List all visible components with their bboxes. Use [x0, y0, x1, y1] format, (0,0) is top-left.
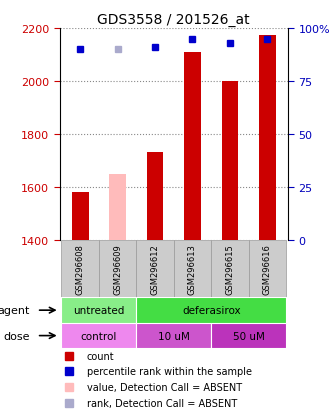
Text: value, Detection Call = ABSENT: value, Detection Call = ABSENT — [87, 382, 242, 392]
Bar — [147, 153, 164, 240]
Text: deferasirox: deferasirox — [182, 306, 241, 316]
Text: 10 uM: 10 uM — [158, 331, 190, 341]
Bar — [99, 240, 136, 298]
Bar — [211, 240, 249, 298]
Bar — [249, 240, 286, 298]
Text: GSM296616: GSM296616 — [263, 244, 272, 294]
Text: untreated: untreated — [73, 306, 124, 316]
Bar — [211, 323, 286, 349]
Bar — [109, 174, 126, 240]
Text: percentile rank within the sample: percentile rank within the sample — [87, 366, 252, 376]
Text: dose: dose — [3, 331, 30, 341]
Bar — [136, 298, 286, 323]
Bar — [174, 240, 211, 298]
Text: rank, Detection Call = ABSENT: rank, Detection Call = ABSENT — [87, 398, 237, 408]
Bar — [62, 298, 136, 323]
Bar — [136, 240, 174, 298]
Bar — [184, 53, 201, 240]
Text: agent: agent — [0, 306, 30, 316]
Text: control: control — [81, 331, 117, 341]
Text: count: count — [87, 351, 115, 361]
Text: GSM296608: GSM296608 — [76, 244, 85, 294]
Text: GSM296615: GSM296615 — [225, 244, 234, 294]
Text: GSM296612: GSM296612 — [151, 244, 160, 294]
Text: GSM296609: GSM296609 — [113, 244, 122, 294]
Bar — [72, 193, 89, 240]
Bar — [62, 323, 136, 349]
Bar — [221, 82, 238, 240]
Bar — [62, 240, 99, 298]
Bar — [259, 36, 276, 240]
Text: 50 uM: 50 uM — [233, 331, 264, 341]
Bar — [136, 323, 211, 349]
Text: GSM296613: GSM296613 — [188, 244, 197, 294]
Title: GDS3558 / 201526_at: GDS3558 / 201526_at — [97, 12, 250, 26]
